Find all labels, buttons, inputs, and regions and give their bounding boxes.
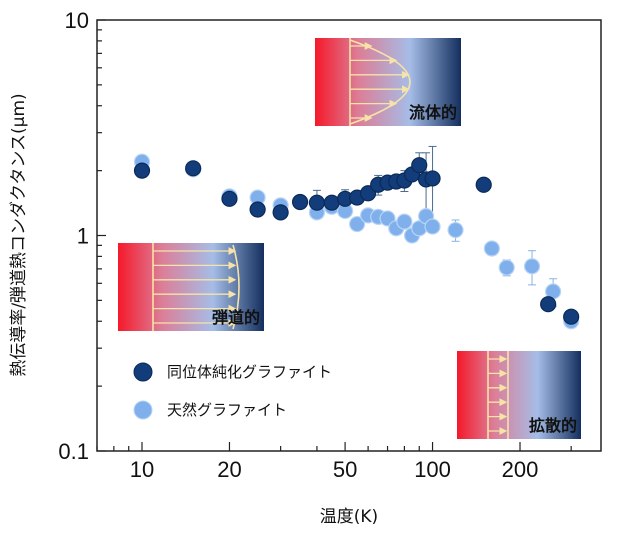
legend-label-isotope: 同位体純化グラファイト [167,363,332,381]
data-point-natural [396,213,413,230]
inset-ballistic: 弾道的 [118,243,264,331]
inset-velocity-profile [349,39,411,125]
data-point-isotope [424,170,441,187]
y-axis-ticks: 0.1 1 10 [58,8,106,464]
data-point-natural [498,259,515,276]
data-point-isotope [272,204,289,221]
y-tick-label: 10 [65,8,89,33]
data-point-isotope [323,194,340,211]
data-point-natural [349,215,366,233]
data-point-isotope [475,176,492,193]
inset-hydrodynamic: 流体的 [315,38,461,126]
x-tick-label: 50 [333,457,357,482]
y-tick-label: 1 [77,224,89,249]
legend-marker-natural [133,400,153,420]
data-point-natural [483,240,500,257]
legend-marker-isotope [133,362,153,382]
x-tick-label: 10 [130,457,154,482]
inset-label: 流体的 [409,103,457,122]
data-point-isotope [249,201,266,218]
data-point-isotope [221,190,238,207]
data-point-isotope [291,193,309,211]
inset-label: 拡散的 [529,416,577,435]
inset-gradient [457,351,581,439]
data-point-isotope [411,157,428,174]
x-tick-label: 20 [217,457,241,482]
data-point-natural [424,218,441,235]
x-axis-ticks: 10 20 50 100 200 [96,442,572,482]
legend-label-natural: 天然グラファイト [167,401,287,419]
data-point-natural [447,221,464,239]
x-tick-label: 100 [414,457,451,482]
x-tick-label: 200 [502,457,539,482]
data-point-isotope [563,308,580,325]
inset-diffusive: 拡散的 [457,351,581,439]
data-point-isotope [308,194,326,211]
legend: 同位体純化グラファイト 天然グラファイト [133,362,332,420]
y-tick-label: 0.1 [58,439,89,464]
data-point-isotope [540,296,557,313]
inset-label: 弾道的 [212,308,260,327]
data-points [133,153,580,330]
data-point-isotope [133,162,151,179]
y-axis-title: 熱伝導率/弾道熱コンダクタンス(μm) [9,93,29,376]
inset-velocity-profile [232,244,240,330]
x-axis-title: 温度(K) [320,507,378,527]
data-point-natural [523,258,541,275]
inset-gradient [315,38,461,126]
data-point-isotope [185,160,202,177]
